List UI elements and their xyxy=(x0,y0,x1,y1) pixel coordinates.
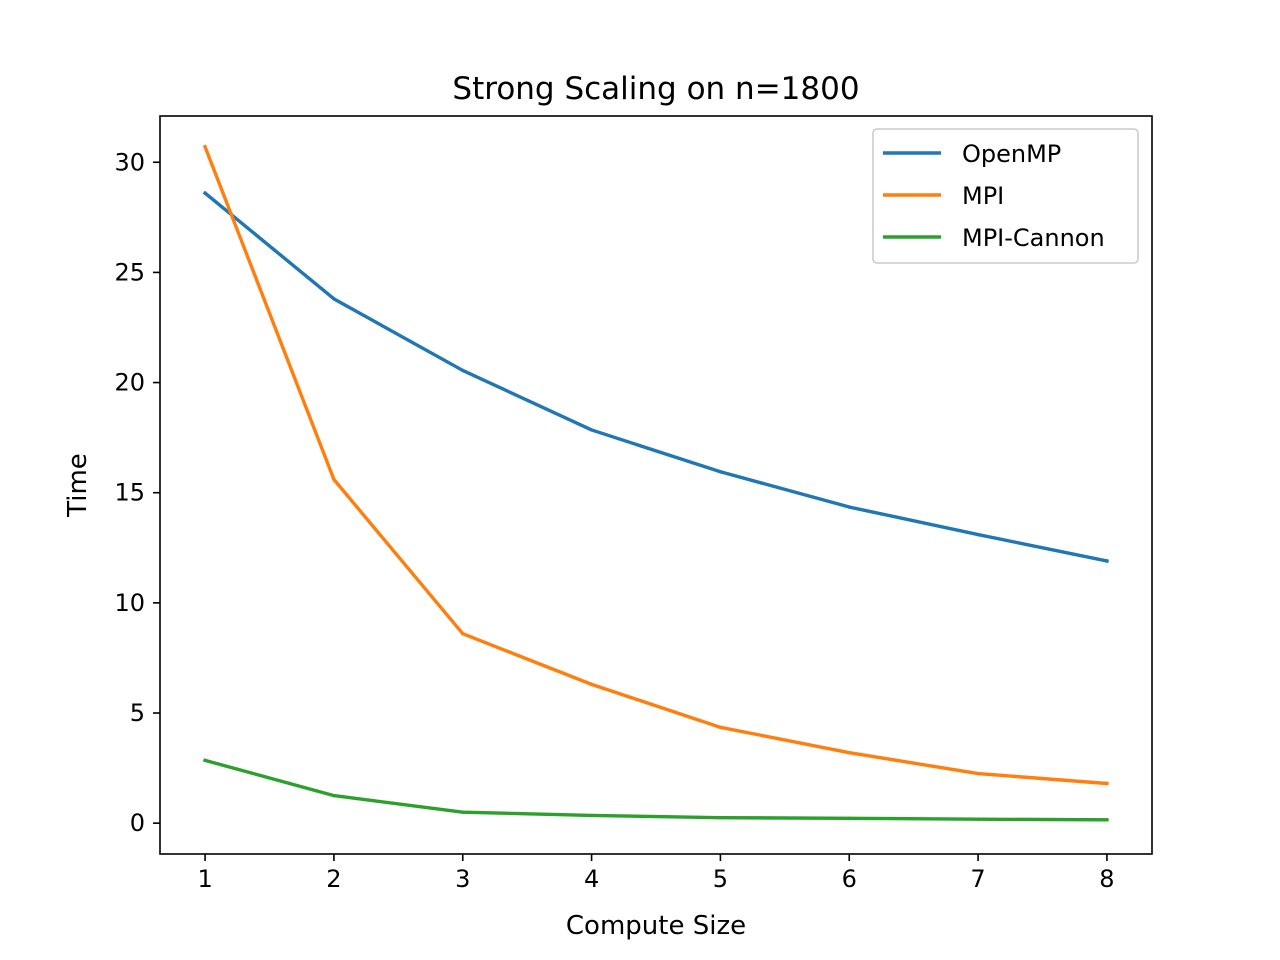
data-point xyxy=(1105,818,1109,822)
data-point xyxy=(332,297,336,301)
data-point xyxy=(976,532,980,537)
data-point xyxy=(589,813,594,818)
x-tick-label: 2 xyxy=(326,865,341,893)
x-tick-label: 6 xyxy=(842,865,857,893)
data-point xyxy=(589,428,594,432)
plot-frame xyxy=(159,115,1153,855)
x-tick-label: 4 xyxy=(584,865,599,893)
data-point xyxy=(847,505,851,509)
chart-title: Strong Scaling on n=1800 xyxy=(452,71,859,107)
y-tick-label: 30 xyxy=(114,148,145,176)
legend-box xyxy=(872,128,1139,264)
series-line-openmp xyxy=(202,190,1109,564)
y-tick-label: 25 xyxy=(114,258,145,286)
x-axis: 1 2 3 4 5 6 7 8 xyxy=(197,854,1115,893)
data-point xyxy=(461,632,465,636)
y-tick-label: 20 xyxy=(114,369,145,397)
data-point xyxy=(718,470,723,474)
y-tick-label: 15 xyxy=(114,479,145,507)
legend: OpenMP MPI MPI-Cannon xyxy=(872,128,1139,264)
data-point xyxy=(1105,559,1109,563)
y-axis-label: Time xyxy=(63,453,93,518)
series-line-mpi xyxy=(202,144,1109,786)
y-axis: 0 5 10 15 20 25 30 xyxy=(114,148,160,837)
legend-entries: OpenMP MPI MPI-Cannon xyxy=(883,140,1105,252)
data-point xyxy=(718,725,723,730)
x-tick-label: 1 xyxy=(197,865,212,893)
data-point xyxy=(976,817,980,821)
data-point xyxy=(589,682,594,687)
data-point xyxy=(718,815,723,820)
x-axis-label: Compute Size xyxy=(566,911,746,941)
legend-label: OpenMP xyxy=(962,140,1061,168)
plot-area xyxy=(202,144,1109,822)
data-point xyxy=(332,793,336,798)
x-tick-label: 3 xyxy=(455,865,470,893)
data-point xyxy=(332,477,336,482)
x-tick-label: 5 xyxy=(713,865,728,893)
data-point xyxy=(847,750,851,755)
data-point xyxy=(203,758,207,763)
legend-label: MPI xyxy=(962,182,1004,210)
data-point xyxy=(203,145,207,149)
data-point xyxy=(847,816,851,821)
legend-label: MPI-Cannon xyxy=(962,224,1105,252)
data-point xyxy=(203,191,207,195)
x-tick-label: 7 xyxy=(970,865,985,893)
y-tick-label: 10 xyxy=(114,589,145,617)
y-tick-label: 5 xyxy=(130,699,145,727)
data-point xyxy=(1105,781,1109,786)
data-point xyxy=(461,810,465,814)
y-tick-label: 0 xyxy=(130,809,145,837)
series-line-mpi-cannon xyxy=(203,758,1109,822)
x-tick-label: 8 xyxy=(1099,865,1114,893)
data-point xyxy=(976,771,980,776)
data-point xyxy=(461,368,465,373)
